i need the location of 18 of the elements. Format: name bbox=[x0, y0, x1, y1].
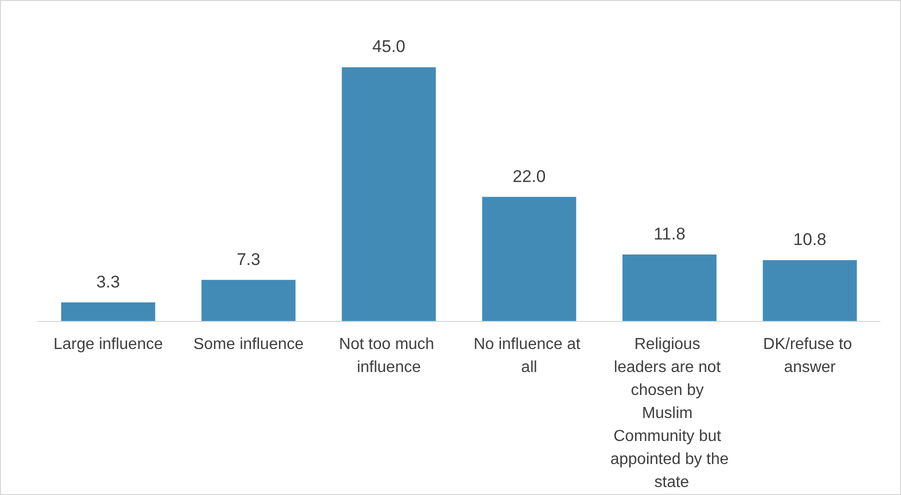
x-tick-label: Religious leaders are not chosen by Muslim Community but appointed by the state bbox=[610, 336, 729, 491]
x-tick-label: Large influence bbox=[53, 336, 163, 353]
data-label: 45.0 bbox=[372, 37, 406, 56]
x-tick-label: Some influence bbox=[193, 336, 304, 353]
data-label: 11.8 bbox=[654, 224, 686, 244]
bar bbox=[482, 196, 576, 321]
bar bbox=[762, 260, 857, 321]
x-tick-label: No influence at all bbox=[474, 336, 585, 376]
bar bbox=[342, 67, 436, 321]
data-label: 22.0 bbox=[512, 166, 546, 186]
x-tick-label: DK/refuse to answer bbox=[763, 336, 857, 376]
bar bbox=[622, 254, 717, 321]
x-tick-label: Not too much influence bbox=[339, 336, 439, 376]
data-label: 7.3 bbox=[236, 250, 260, 269]
data-label: 10.8 bbox=[793, 230, 826, 250]
bar bbox=[201, 280, 296, 321]
data-label: 3.3 bbox=[96, 272, 120, 292]
bar bbox=[61, 302, 156, 321]
